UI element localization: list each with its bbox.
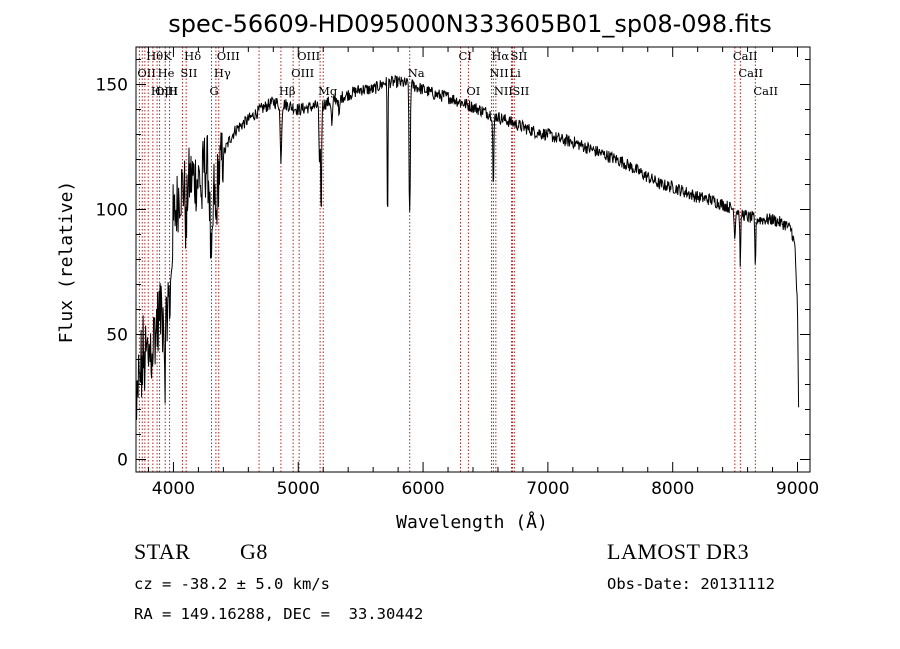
line-marker-label: OII <box>137 66 156 80</box>
line-marker-label: Na <box>408 66 425 80</box>
line-marker-label: H <box>168 84 178 98</box>
chart-title: spec-56609-HD095000N333605B01_sp08-098.f… <box>168 10 772 38</box>
line-marker-label: CaII <box>753 84 778 98</box>
line-marker-label: He <box>158 66 175 80</box>
x-tick-label: 6000 <box>401 479 444 499</box>
line-marker-label: CI <box>459 49 472 63</box>
line-marker-label: CaII <box>733 49 758 63</box>
sky-coordinates: RA = 149.16288, DEC = 33.30442 <box>134 605 423 623</box>
x-tick-label: 7000 <box>526 479 569 499</box>
line-marker-label: SII <box>512 84 529 98</box>
line-marker-label: CaII <box>738 66 763 80</box>
y-tick-label: 0 <box>117 451 128 471</box>
line-marker-label: Hδ <box>184 49 201 63</box>
line-marker-label: K <box>163 49 172 63</box>
line-marker-label: SII <box>510 49 527 63</box>
y-tick-label: 50 <box>106 326 128 346</box>
axis-ticks: 4000 5000 6000 7000 8000 9000 0 50 100 150 <box>96 47 819 499</box>
line-marker-label: OIII <box>155 84 178 98</box>
line-marker-label: Mg <box>318 84 338 98</box>
y-tick-label: 100 <box>96 201 128 221</box>
line-marker-label: OI <box>466 84 480 98</box>
line-marker-label: Hη <box>151 84 168 98</box>
observation-date: Obs-Date: 20131112 <box>607 575 775 593</box>
y-axis-label: Flux (relative) <box>56 181 77 344</box>
x-tick-label: 8000 <box>651 479 694 499</box>
line-marker-label: Hγ <box>214 66 231 80</box>
line-marker-label: SII <box>180 66 197 80</box>
x-axis-label: Wavelength (Å) <box>396 511 548 533</box>
line-marker-layer <box>138 47 756 472</box>
line-marker-label: OIII <box>291 66 314 80</box>
survey-name: LAMOST DR3 <box>607 539 749 564</box>
line-marker-label: NII <box>489 66 508 80</box>
object-class: STAR <box>134 539 190 564</box>
line-marker-label: G <box>210 84 219 98</box>
line-marker-label: OIII <box>217 49 240 63</box>
x-tick-label: 9000 <box>776 479 819 499</box>
x-tick-label: 4000 <box>152 479 195 499</box>
line-marker-label: Li <box>509 66 521 80</box>
y-tick-label: 150 <box>96 76 128 96</box>
spectrum-line <box>136 75 800 420</box>
redshift-velocity: cz = -38.2 ± 5.0 km/s <box>134 575 330 593</box>
x-tick-label: 5000 <box>277 479 320 499</box>
line-marker-label: OIII <box>297 49 320 63</box>
line-marker-label: Hβ <box>279 84 296 98</box>
line-marker-label: Hα <box>491 49 509 63</box>
line-marker-label: NII <box>494 84 513 98</box>
line-marker-label: Hθ <box>146 49 163 63</box>
object-subclass: G8 <box>240 539 268 564</box>
